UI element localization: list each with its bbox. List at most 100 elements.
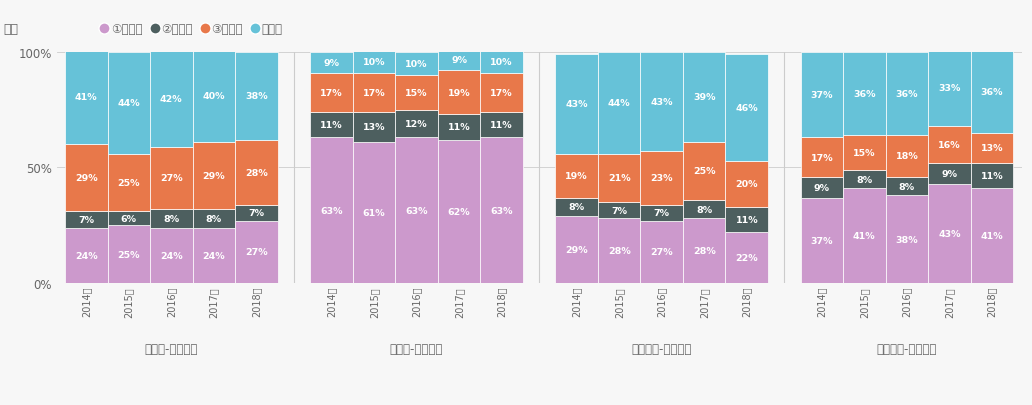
Bar (353, 50, 395, 73)
Bar (480, 138, 523, 284)
Bar (235, 53, 278, 141)
Bar (598, 203, 641, 219)
Text: 62%: 62% (448, 207, 471, 216)
Bar (843, 136, 885, 171)
Bar (65, 228, 107, 284)
Text: 44%: 44% (608, 99, 631, 108)
Text: 13%: 13% (362, 123, 385, 132)
Bar (725, 161, 768, 207)
Bar (725, 55, 768, 161)
Text: 13%: 13% (980, 144, 1003, 153)
Text: 15%: 15% (853, 149, 875, 158)
Text: 43%: 43% (566, 100, 588, 109)
Text: 40%: 40% (202, 92, 225, 101)
Bar (395, 53, 438, 76)
Bar (928, 184, 971, 284)
Text: 42%: 42% (160, 94, 183, 103)
Text: 46%: 46% (736, 104, 759, 113)
Text: 11%: 11% (320, 121, 343, 130)
Text: 23%: 23% (650, 174, 673, 183)
Bar (235, 141, 278, 205)
Text: 29%: 29% (75, 174, 98, 183)
Text: 25%: 25% (118, 250, 140, 259)
Text: 7%: 7% (249, 209, 264, 217)
Text: 20%: 20% (736, 180, 757, 189)
Text: 大企業-同一県内: 大企業-同一県内 (390, 342, 443, 355)
Text: 11%: 11% (490, 121, 513, 130)
Bar (353, 113, 395, 143)
Text: 17%: 17% (362, 89, 385, 98)
Bar (683, 200, 725, 219)
Bar (193, 228, 235, 284)
Bar (725, 207, 768, 233)
Bar (641, 152, 683, 205)
Text: 凡例: 凡例 (4, 23, 19, 36)
Bar (843, 171, 885, 189)
Bar (150, 147, 193, 210)
Text: 41%: 41% (853, 232, 875, 241)
Bar (480, 50, 523, 73)
Bar (683, 143, 725, 200)
Bar (235, 221, 278, 284)
Text: 24%: 24% (202, 252, 225, 260)
Text: 63%: 63% (490, 206, 513, 215)
Text: 38%: 38% (896, 235, 918, 244)
Text: 28%: 28% (692, 247, 715, 256)
Text: 8%: 8% (569, 203, 585, 212)
Text: 7%: 7% (78, 215, 94, 224)
Text: 16%: 16% (938, 141, 961, 149)
Text: 18%: 18% (896, 152, 918, 161)
Bar (885, 196, 928, 284)
Text: 27%: 27% (650, 248, 673, 257)
Bar (843, 189, 885, 284)
Bar (395, 138, 438, 284)
Legend: ①東京圏, ②中京圏, ③関西圏, 地方圏: ①東京圏, ②中京圏, ③関西圏, 地方圏 (101, 23, 283, 36)
Bar (107, 212, 150, 226)
Bar (193, 210, 235, 228)
Text: 43%: 43% (650, 98, 673, 107)
Text: 9%: 9% (451, 56, 467, 65)
Bar (641, 205, 683, 221)
Text: 19%: 19% (448, 89, 471, 98)
Text: 24%: 24% (160, 252, 183, 260)
Bar (353, 73, 395, 113)
Bar (480, 113, 523, 138)
Bar (311, 138, 353, 284)
Bar (65, 50, 107, 145)
Text: 15%: 15% (406, 89, 428, 98)
Bar (971, 134, 1013, 164)
Text: 19%: 19% (566, 172, 588, 181)
Text: 36%: 36% (896, 90, 918, 99)
Bar (193, 143, 235, 210)
Text: 10%: 10% (490, 58, 513, 66)
Text: 8%: 8% (899, 182, 915, 191)
Bar (641, 221, 683, 284)
Bar (555, 217, 598, 284)
Text: 8%: 8% (697, 205, 712, 214)
Bar (725, 233, 768, 284)
Bar (641, 53, 683, 152)
Text: 11%: 11% (736, 215, 759, 224)
Bar (353, 143, 395, 284)
Bar (801, 177, 843, 198)
Bar (555, 198, 598, 217)
Bar (235, 205, 278, 221)
Text: 36%: 36% (853, 90, 875, 99)
Text: 大企業-同一県外: 大企業-同一県外 (144, 342, 198, 355)
Bar (555, 55, 598, 154)
Bar (928, 126, 971, 164)
Bar (311, 53, 353, 73)
Bar (928, 50, 971, 126)
Bar (438, 115, 480, 141)
Bar (971, 50, 1013, 134)
Bar (150, 210, 193, 228)
Text: 中小企業-同一県内: 中小企業-同一県内 (876, 342, 937, 355)
Text: 9%: 9% (941, 169, 958, 178)
Text: 11%: 11% (448, 123, 471, 132)
Bar (65, 212, 107, 228)
Bar (107, 226, 150, 284)
Bar (801, 138, 843, 177)
Text: 17%: 17% (320, 89, 343, 98)
Bar (843, 53, 885, 136)
Bar (438, 50, 480, 71)
